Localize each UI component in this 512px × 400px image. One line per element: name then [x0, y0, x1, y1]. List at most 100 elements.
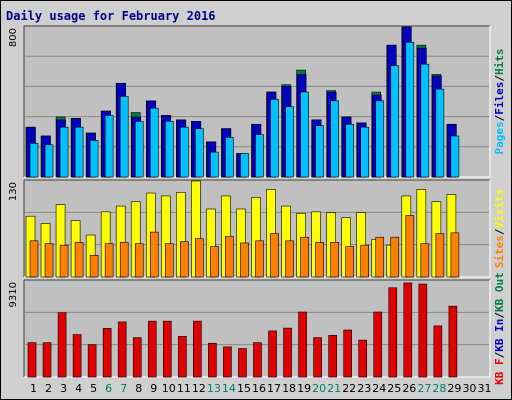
kb-f-bar [448, 305, 458, 378]
sites-bar [149, 231, 159, 278]
day-label: 13 [207, 382, 221, 395]
sites-bar [330, 241, 339, 278]
pages-bar [285, 106, 294, 178]
kb-f-bar [102, 327, 112, 378]
pages-bar [255, 134, 264, 178]
pages-bar [225, 137, 234, 178]
day-label: 18 [282, 382, 296, 395]
sites-bar [270, 233, 279, 278]
chart-title: Daily usage for February 2016 [6, 9, 216, 23]
sites-bar [89, 254, 99, 278]
pages-bar [89, 140, 99, 178]
pages-bar [164, 121, 174, 178]
sites-bar [195, 238, 204, 278]
kbytes-panel-legend-kb-f: KB F [493, 358, 506, 385]
day-label: 23 [357, 382, 371, 395]
sites-bar [360, 244, 370, 278]
pages-bar [44, 144, 54, 178]
kb-f-bar [313, 337, 322, 378]
pages-bar [149, 107, 159, 178]
kb-f-bar [87, 344, 97, 378]
pages-bar [315, 125, 324, 178]
visits-panel-legend-visits: Visits [493, 189, 506, 229]
day-label: 28 [432, 382, 446, 395]
day-label: 31 [477, 382, 491, 395]
kb-f-bar [298, 311, 307, 378]
hits-panel-legend-sep: / [493, 75, 506, 82]
day-label: 22 [342, 382, 356, 395]
kbytes-panel-legend: KB F/KB In/KB Out [493, 272, 506, 385]
kb-f-bar [328, 335, 337, 378]
kb-f-bar [162, 320, 172, 378]
sites-bar [59, 244, 69, 278]
day-label: 9 [150, 382, 157, 395]
kb-f-bar [283, 327, 292, 378]
kb-f-bar [42, 342, 52, 378]
day-label: 15 [237, 382, 251, 395]
pages-bar [435, 88, 445, 178]
sites-bar [134, 243, 144, 278]
kb-f-bar [117, 321, 127, 378]
sites-bar [255, 240, 264, 278]
kb-f-bar [238, 348, 247, 378]
day-label: 30 [462, 382, 476, 395]
sites-bar [285, 240, 294, 278]
sites-bar [450, 232, 460, 278]
day-label: 6 [105, 382, 112, 395]
sites-bar [44, 243, 54, 278]
day-label: 25 [387, 382, 401, 395]
pages-bar [360, 126, 370, 178]
day-label: 20 [312, 382, 326, 395]
sites-bar [315, 241, 324, 278]
hits-panel-max-label: 800 [8, 28, 19, 47]
pages-bar [74, 126, 84, 178]
pages-bar [59, 126, 69, 178]
kb-f-bar [418, 283, 428, 378]
pages-bar [180, 126, 189, 178]
day-label: 26 [402, 382, 416, 395]
kb-f-bar [147, 320, 157, 378]
day-label: 7 [120, 382, 127, 395]
day-label: 5 [90, 382, 97, 395]
kb-f-bar [343, 329, 352, 378]
sites-bar [104, 243, 114, 278]
day-label: 24 [372, 382, 386, 395]
kb-f-bar [403, 282, 413, 378]
kb-f-bar [268, 330, 277, 378]
sites-bar [435, 233, 445, 278]
kbytes-panel-legend-sep: / [493, 312, 506, 319]
day-label: 4 [75, 382, 82, 395]
day-label: 29 [447, 382, 461, 395]
kbytes-panel-legend-sep: / [493, 351, 506, 358]
sites-bar [375, 236, 385, 278]
sites-bar [390, 236, 400, 278]
day-label: 3 [60, 382, 67, 395]
kb-f-bar [57, 312, 67, 378]
pages-bar [104, 115, 114, 178]
day-label: 16 [252, 382, 266, 395]
day-label: 19 [297, 382, 311, 395]
pages-bar [300, 91, 309, 178]
pages-bar [195, 128, 204, 178]
sites-bar [300, 236, 309, 278]
pages-bar [330, 100, 339, 178]
sites-bar [420, 243, 430, 278]
visits-panel-legend: Sites/Visits [493, 189, 506, 269]
kb-f-bar [178, 336, 187, 378]
pages-bar [134, 121, 144, 178]
visits-panel-legend-sep: / [493, 228, 506, 235]
hits-panel-legend-sep: / [493, 114, 506, 121]
day-label: 11 [177, 382, 191, 395]
chart-panels: 800Pages/Files/Hits130Sites/Visits9310KB… [8, 25, 506, 385]
pages-bar [119, 96, 129, 178]
hits-panel-legend: Pages/Files/Hits [493, 49, 506, 155]
pages-bar [345, 123, 354, 178]
pages-bar [375, 100, 385, 178]
sites-bar [164, 243, 174, 278]
kbytes-panel-legend-kb-in: KB In [493, 319, 506, 352]
day-label: 8 [135, 382, 142, 395]
pages-bar [420, 63, 430, 178]
sites-bar [405, 215, 415, 278]
day-label: 21 [327, 382, 341, 395]
pages-bar [450, 135, 460, 178]
